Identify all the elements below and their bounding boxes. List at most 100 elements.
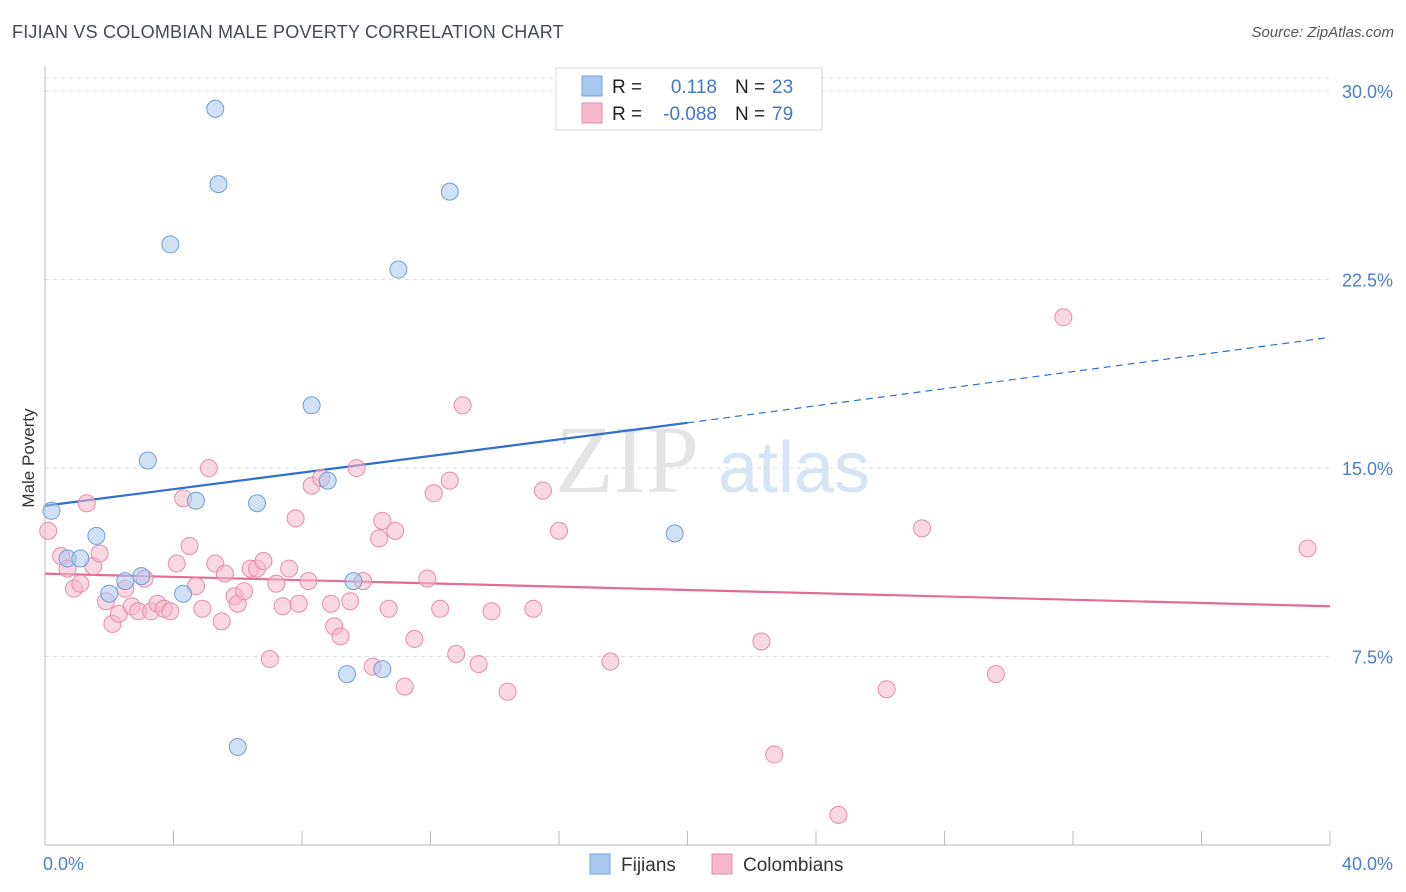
point-colombians-67: [550, 521, 568, 540]
trend-line-fijians: [44, 421, 688, 507]
point-fijians-5: [116, 572, 135, 591]
point-colombians-0: [39, 521, 58, 540]
trend-line-colombians: [44, 572, 1331, 608]
y-tick-label-2: 22.5%: [1342, 271, 1393, 291]
chart-title: FIJIAN VS COLOMBIAN MALE POVERTY CORRELA…: [12, 22, 564, 42]
point-fijians-17: [337, 665, 356, 684]
point-colombians-74: [986, 665, 1005, 684]
point-colombians-50: [370, 529, 389, 548]
legend-n-value-1: 23: [772, 77, 793, 98]
point-colombians-45: [331, 627, 350, 646]
data-points: [39, 99, 1317, 824]
point-colombians-4: [71, 574, 90, 593]
x-tick-label-1: 40.0%: [1342, 854, 1393, 874]
point-colombians-5: [77, 494, 96, 513]
point-fijians-7: [138, 451, 157, 470]
point-colombians-27: [215, 564, 234, 583]
point-fijians-4: [100, 584, 119, 603]
x-tick-label-0: 0.0%: [43, 854, 84, 874]
point-fijians-13: [228, 737, 247, 756]
legend-r-label-2: R =: [612, 104, 642, 125]
point-colombians-30: [235, 582, 254, 601]
series-legend: Fijians Colombians: [589, 853, 843, 876]
point-colombians-54: [395, 677, 414, 696]
point-colombians-46: [341, 592, 360, 611]
point-fijians-8: [161, 235, 180, 254]
legend-n-label-1: N =: [735, 77, 765, 98]
point-colombians-65: [524, 599, 543, 618]
point-colombians-55: [405, 629, 424, 648]
y-tick-label-1: 15.0%: [1342, 459, 1393, 479]
point-colombians-47: [347, 459, 366, 478]
point-fijians-18: [344, 572, 363, 591]
y-tick-label-3: 30.0%: [1342, 82, 1393, 102]
point-colombians-73: [913, 519, 932, 538]
point-colombians-52: [379, 599, 398, 618]
point-fijians-9: [174, 584, 193, 603]
point-colombians-71: [829, 805, 848, 824]
trend-line-fijians-extension: [687, 336, 1331, 424]
point-fijians-14: [248, 494, 267, 513]
point-colombians-35: [267, 574, 286, 593]
point-colombians-51: [373, 511, 392, 530]
bottom-legend-label-fijians: Fijians: [621, 855, 676, 876]
point-colombians-37: [280, 559, 299, 578]
legend-r-label-1: R =: [612, 77, 642, 98]
point-fijians-21: [440, 182, 459, 201]
point-fijians-15: [302, 396, 321, 415]
point-fijians-11: [206, 99, 225, 118]
point-colombians-21: [180, 536, 199, 555]
y-axis-title: Male Poverty: [19, 408, 38, 508]
point-colombians-38: [286, 509, 305, 528]
point-colombians-26: [212, 612, 231, 631]
point-colombians-60: [447, 645, 466, 664]
source-label: Source: ZipAtlas.com: [1251, 24, 1394, 41]
point-colombians-69: [752, 632, 771, 651]
point-colombians-43: [321, 594, 340, 613]
point-colombians-66: [533, 481, 552, 500]
point-colombians-7: [90, 544, 109, 563]
point-colombians-75: [1054, 308, 1073, 327]
point-colombians-68: [601, 652, 620, 671]
point-colombians-53: [386, 521, 405, 540]
correlation-legend: R = 0.118 N = 23 R = -0.088 N = 79: [555, 67, 823, 131]
watermark-atlas: atlas: [718, 428, 870, 508]
gridlines: [45, 77, 1330, 658]
point-fijians-20: [389, 260, 408, 279]
point-colombians-57: [424, 484, 443, 503]
point-fijians-3: [87, 526, 106, 545]
point-colombians-23: [193, 599, 212, 618]
bottom-legend-label-colombians: Colombians: [743, 855, 843, 876]
legend-n-value-2: 79: [772, 104, 793, 125]
point-colombians-76: [1298, 539, 1317, 558]
point-colombians-70: [765, 745, 784, 764]
point-fijians-6: [132, 567, 151, 586]
watermark-zip: ZIP: [555, 406, 699, 513]
point-fijians-19: [373, 660, 392, 679]
point-colombians-58: [431, 599, 450, 618]
point-colombians-56: [418, 569, 437, 588]
bottom-legend-swatch-fijians: [589, 853, 611, 875]
point-fijians-0: [42, 501, 61, 520]
point-colombians-63: [482, 602, 501, 621]
point-colombians-39: [289, 594, 308, 613]
bottom-legend-swatch-colombians: [711, 853, 733, 875]
point-colombians-24: [199, 459, 218, 478]
point-fijians-16: [318, 471, 337, 490]
point-fijians-2: [71, 549, 90, 568]
axes: [44, 66, 1331, 846]
point-colombians-64: [498, 682, 517, 701]
point-colombians-36: [273, 597, 292, 616]
point-colombians-72: [877, 680, 896, 699]
trend-lines: [44, 336, 1331, 608]
tick-labels: 7.5% 15.0% 22.5% 30.0% 0.0% 40.0%: [43, 82, 1393, 874]
point-fijians-10: [186, 491, 205, 510]
legend-n-label-2: N =: [735, 104, 765, 125]
legend-swatch-fijians: [581, 75, 603, 97]
point-fijians-12: [209, 175, 228, 194]
point-colombians-62: [469, 655, 488, 674]
point-colombians-33: [254, 552, 273, 571]
legend-swatch-colombians: [581, 102, 603, 124]
point-colombians-40: [299, 572, 318, 591]
